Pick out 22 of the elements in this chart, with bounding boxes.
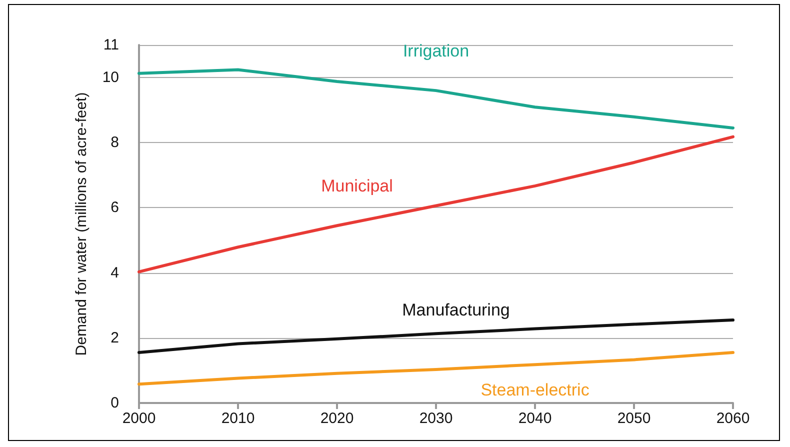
y-tick-label: 11 [103,36,119,54]
x-tick-label: 2010 [221,410,255,427]
x-tick-label: 2050 [617,410,651,427]
series-label: Municipal [321,176,393,196]
y-tick-label: 4 [110,264,119,282]
series-label: Irrigation [402,42,470,61]
line-series [138,318,734,354]
series-label: Steam-electric [480,380,590,400]
x-tick-label: 2020 [320,410,354,427]
y-tick-label: 8 [110,134,119,152]
x-tick-label: 2060 [716,410,750,427]
y-axis-title: Demand for water (millions of acre-feet) [73,92,90,356]
y-tick-label: 0 [110,394,119,412]
x-tick-label: 2000 [122,410,156,427]
series-label: Manufacturing [402,300,510,320]
line-series [138,68,734,130]
y-tick-label: 6 [110,199,119,216]
line-series [138,135,734,274]
x-tick-label: 2030 [419,410,453,427]
y-tick-label: 2 [110,329,119,346]
y-tick-label: 10 [102,69,119,86]
x-tick-label: 2040 [518,410,552,427]
